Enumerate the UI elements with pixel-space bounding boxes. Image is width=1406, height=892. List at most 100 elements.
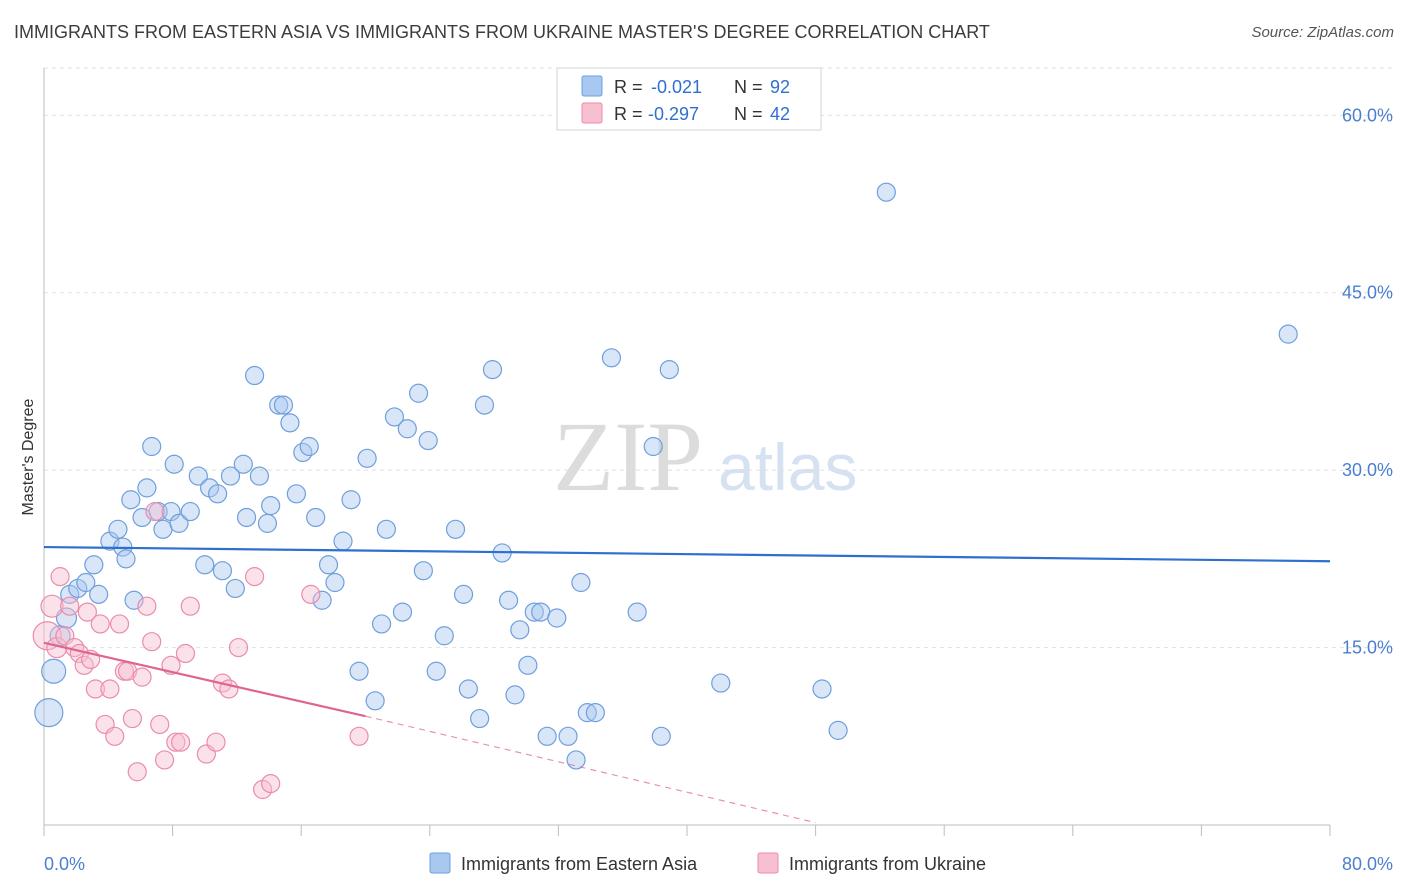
- series-legend: Immigrants from Eastern Asia Immigrants …: [429, 852, 986, 874]
- data-point: [257, 513, 278, 533]
- data-point: [171, 732, 191, 752]
- y-tick-label: 60.0%: [1342, 105, 1393, 125]
- data-point: [122, 708, 143, 729]
- data-point: [244, 567, 265, 587]
- legend-n-label: N =: [734, 104, 763, 124]
- data-point: [651, 726, 671, 746]
- data-point: [601, 348, 622, 368]
- legend-r-value: -0.021: [651, 77, 702, 97]
- data-points: [32, 182, 1298, 800]
- data-point: [376, 519, 396, 539]
- data-point: [365, 691, 385, 711]
- data-point: [325, 572, 345, 593]
- legend-r-label: R =: [614, 77, 643, 97]
- data-point: [518, 655, 538, 675]
- data-point: [195, 555, 215, 575]
- data-point: [537, 726, 557, 746]
- data-point: [392, 602, 413, 622]
- data-point: [286, 484, 306, 504]
- data-point: [127, 762, 147, 782]
- data-point: [312, 590, 332, 610]
- data-point: [90, 614, 110, 634]
- data-point: [349, 726, 369, 746]
- data-point: [105, 726, 125, 746]
- data-point: [333, 531, 353, 551]
- data-point: [225, 578, 245, 599]
- data-point: [558, 726, 578, 746]
- data-point: [132, 667, 152, 687]
- data-point: [121, 490, 141, 510]
- data-point: [318, 555, 339, 575]
- data-point: [711, 673, 731, 693]
- data-point: [76, 572, 96, 593]
- watermark-zip: ZIP: [553, 401, 703, 512]
- data-point: [109, 614, 130, 634]
- chart-title: IMMIGRANTS FROM EASTERN ASIA VS IMMIGRAN…: [14, 22, 990, 42]
- series-legend-label-eastern-asia: Immigrants from Eastern Asia: [461, 854, 698, 874]
- data-point: [371, 614, 392, 634]
- data-point: [137, 596, 157, 616]
- data-point: [408, 383, 429, 403]
- y-tick-labels: 15.0% 30.0% 45.0% 60.0%: [1342, 105, 1393, 657]
- data-point: [453, 584, 474, 604]
- data-point: [212, 561, 233, 581]
- data-point: [474, 395, 495, 415]
- y-axis-label: Master's Degree: [20, 398, 37, 515]
- data-point: [89, 584, 109, 604]
- data-point: [137, 478, 157, 498]
- data-point: [34, 698, 64, 728]
- y-tick-label: 30.0%: [1342, 460, 1393, 480]
- trend-lines: [43, 545, 1331, 824]
- data-point: [273, 395, 294, 415]
- trend-line-eastern-asia: [43, 545, 1331, 563]
- data-point: [280, 413, 300, 433]
- data-point: [524, 602, 544, 622]
- data-point: [531, 602, 551, 622]
- data-point: [175, 643, 196, 664]
- data-point: [470, 708, 490, 729]
- trend-line-ukraine: [43, 641, 366, 718]
- data-point: [426, 661, 446, 681]
- data-point: [228, 637, 249, 658]
- legend-r-label: R =: [614, 104, 643, 124]
- data-point: [643, 436, 663, 457]
- data-point: [812, 679, 832, 699]
- data-point: [1278, 324, 1298, 344]
- data-point: [188, 466, 208, 486]
- data-point: [577, 703, 597, 723]
- data-point: [150, 714, 170, 735]
- x-tick-labels: 0.0% 80.0%: [44, 854, 1393, 874]
- data-point: [510, 620, 530, 640]
- data-point: [828, 720, 848, 740]
- data-point: [571, 572, 591, 593]
- legend-swatch-eastern-asia: [581, 75, 603, 97]
- data-point: [349, 661, 369, 681]
- legend-r-value: -0.297: [648, 104, 699, 124]
- data-point: [458, 679, 478, 699]
- axes: [43, 68, 1331, 836]
- data-point: [357, 448, 377, 468]
- data-point: [434, 626, 454, 646]
- data-point: [100, 679, 120, 699]
- data-point: [180, 596, 200, 616]
- data-point: [341, 490, 361, 510]
- series-legend-label-ukraine: Immigrants from Ukraine: [789, 854, 986, 874]
- data-point: [84, 555, 104, 575]
- data-point: [116, 549, 136, 569]
- legend-n-value: 92: [770, 77, 790, 97]
- data-point: [206, 732, 226, 752]
- x-tick-label: 80.0%: [1342, 854, 1393, 874]
- trend-line-ukraine-extension: [365, 715, 816, 824]
- data-point: [498, 590, 519, 610]
- data-point: [60, 596, 80, 616]
- data-point: [261, 774, 281, 794]
- data-point: [261, 496, 281, 516]
- data-point: [627, 602, 647, 622]
- data-point: [85, 679, 106, 699]
- data-point: [142, 436, 162, 457]
- watermark: ZIP atlas: [553, 401, 857, 512]
- data-point: [301, 584, 321, 604]
- data-point: [418, 430, 438, 451]
- data-point: [220, 466, 241, 486]
- data-point: [164, 454, 184, 474]
